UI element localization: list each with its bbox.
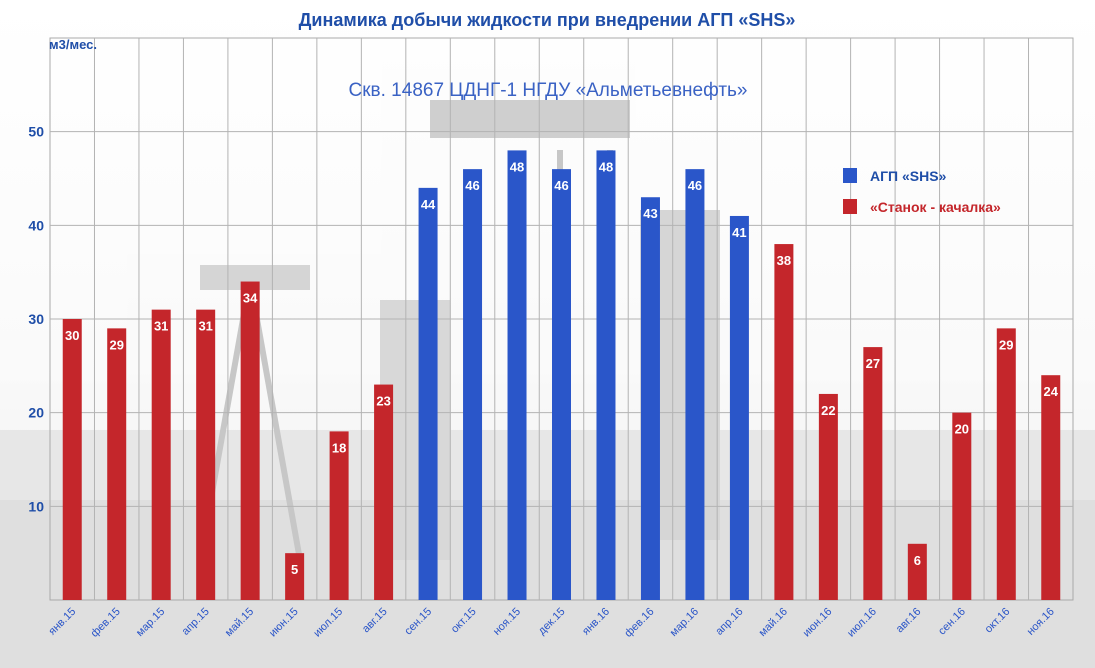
bar-value-label: 24 (1044, 384, 1059, 399)
bar-value-label: 20 (955, 422, 969, 437)
bars (62, 150, 1061, 601)
bar (596, 150, 616, 600)
bar-value-label: 46 (465, 178, 479, 193)
bar (196, 309, 216, 600)
bar-value-label: 29 (109, 337, 123, 352)
bar-value-label: 34 (243, 291, 258, 306)
bar (329, 431, 349, 600)
bar-value-label: 48 (599, 159, 613, 174)
legend-swatch-pump (843, 199, 857, 214)
value-labels: 30 29 31 31 34 5 18 23 44 46 48 46 48 43 46 41 38 22 27 6 20… (65, 159, 1059, 577)
bar (640, 197, 660, 600)
y-tick-label: 10 (28, 498, 44, 514)
bar (818, 393, 838, 600)
bar (507, 150, 527, 600)
bar (685, 169, 705, 600)
bar (418, 187, 438, 600)
bar (1041, 375, 1061, 600)
bar-value-label: 31 (198, 319, 212, 334)
bar-value-label: 29 (999, 337, 1013, 352)
bar-value-label: 6 (914, 553, 921, 568)
chart-subtitle: Скв. 14867 ЦДНГ-1 НГДУ «Альметьевнефть» (349, 80, 748, 101)
bar-value-label: 22 (821, 403, 835, 418)
bar (151, 309, 171, 600)
bar (240, 281, 260, 600)
bar-value-label: 48 (510, 159, 524, 174)
legend: АГП «SHS» «Станок - качалка» (843, 168, 1001, 215)
bar (952, 412, 972, 600)
y-tick-label: 30 (28, 311, 44, 327)
legend-label-agp: АГП «SHS» (870, 168, 947, 184)
bar-value-label: 41 (732, 225, 746, 240)
bar (996, 328, 1016, 600)
y-axis-label: м3/мес. (49, 37, 97, 52)
bar (463, 169, 483, 600)
bar (374, 384, 394, 600)
bar-value-label: 38 (777, 253, 791, 268)
bar-value-label: 43 (643, 206, 657, 221)
bar (62, 319, 82, 600)
y-tick-label: 40 (28, 217, 44, 233)
bar-value-label: 31 (154, 319, 168, 334)
bar-value-label: 27 (866, 356, 880, 371)
chart-title: Динамика добычи жидкости при внедрении А… (299, 10, 796, 30)
bar-value-label: 46 (688, 178, 702, 193)
legend-label-pump: «Станок - качалка» (870, 199, 1001, 215)
bar-value-label: 18 (332, 440, 346, 455)
bar (107, 328, 127, 600)
grid-lines (50, 38, 1073, 600)
bar (863, 347, 883, 600)
bar-value-label: 5 (291, 562, 298, 577)
y-axis: 10 20 30 40 50 (28, 124, 44, 515)
bar-value-label: 44 (421, 197, 436, 212)
bar (285, 553, 305, 600)
bar (552, 169, 571, 600)
bar-value-label: 46 (554, 178, 568, 193)
bar-value-label: 30 (65, 328, 79, 343)
bar-value-label: 23 (376, 394, 390, 409)
legend-swatch-agp (843, 168, 857, 183)
bar (729, 215, 749, 600)
y-tick-label: 50 (28, 124, 44, 140)
bar (774, 244, 794, 601)
bar (907, 543, 927, 600)
y-tick-label: 20 (28, 405, 44, 421)
